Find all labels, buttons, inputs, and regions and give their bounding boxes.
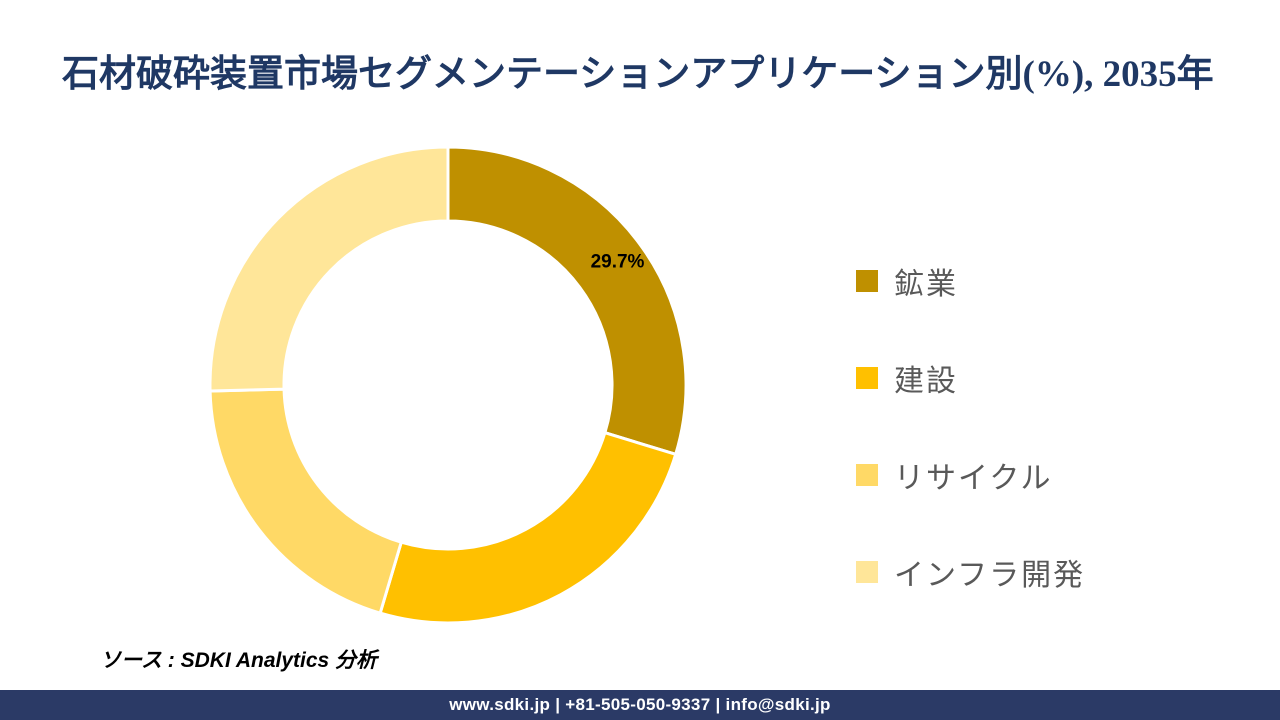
donut-segment-鉱業 [446,145,688,456]
footer-bar: www.sdki.jp | +81-505-050-9337 | info@sd… [0,690,1280,720]
legend-item-construction: 建設 [856,356,958,400]
segment-data-label: 29.7% [591,251,645,272]
donut-segment-インフラ開発 [208,145,450,393]
legend-swatch-recycling-icon [856,464,878,486]
donut-segment-建設 [378,431,678,625]
footer-contact-text: www.sdki.jp | +81-505-050-9337 | info@sd… [449,695,831,714]
legend-label-mining: 鉱業 [894,268,958,301]
legend-item-infrastructure: インフラ開発 [856,550,1085,594]
donut-chart: 29.7% [208,145,688,625]
legend-label-construction: 建設 [894,365,958,398]
donut-chart-area: 29.7% [208,145,688,625]
chart-legend: 鉱業 建設 リサイクル インフラ開発 [856,0,1236,720]
legend-swatch-construction-icon [856,367,878,389]
chart-title: 石材破砕装置市場セグメンテーションアプリケーション別(%), 2035年 [62,54,1214,95]
source-attribution: ソース : SDKI Analytics 分析 [100,649,378,672]
legend-swatch-infrastructure-icon [856,561,878,583]
legend-item-mining: 鉱業 [856,259,958,303]
legend-swatch-mining-icon [856,270,878,292]
legend-label-recycling: リサイクル [894,462,1053,495]
legend-label-infrastructure: インフラ開発 [894,559,1086,592]
legend-item-recycling: リサイクル [856,453,1053,497]
donut-segment-リサイクル [208,387,403,615]
